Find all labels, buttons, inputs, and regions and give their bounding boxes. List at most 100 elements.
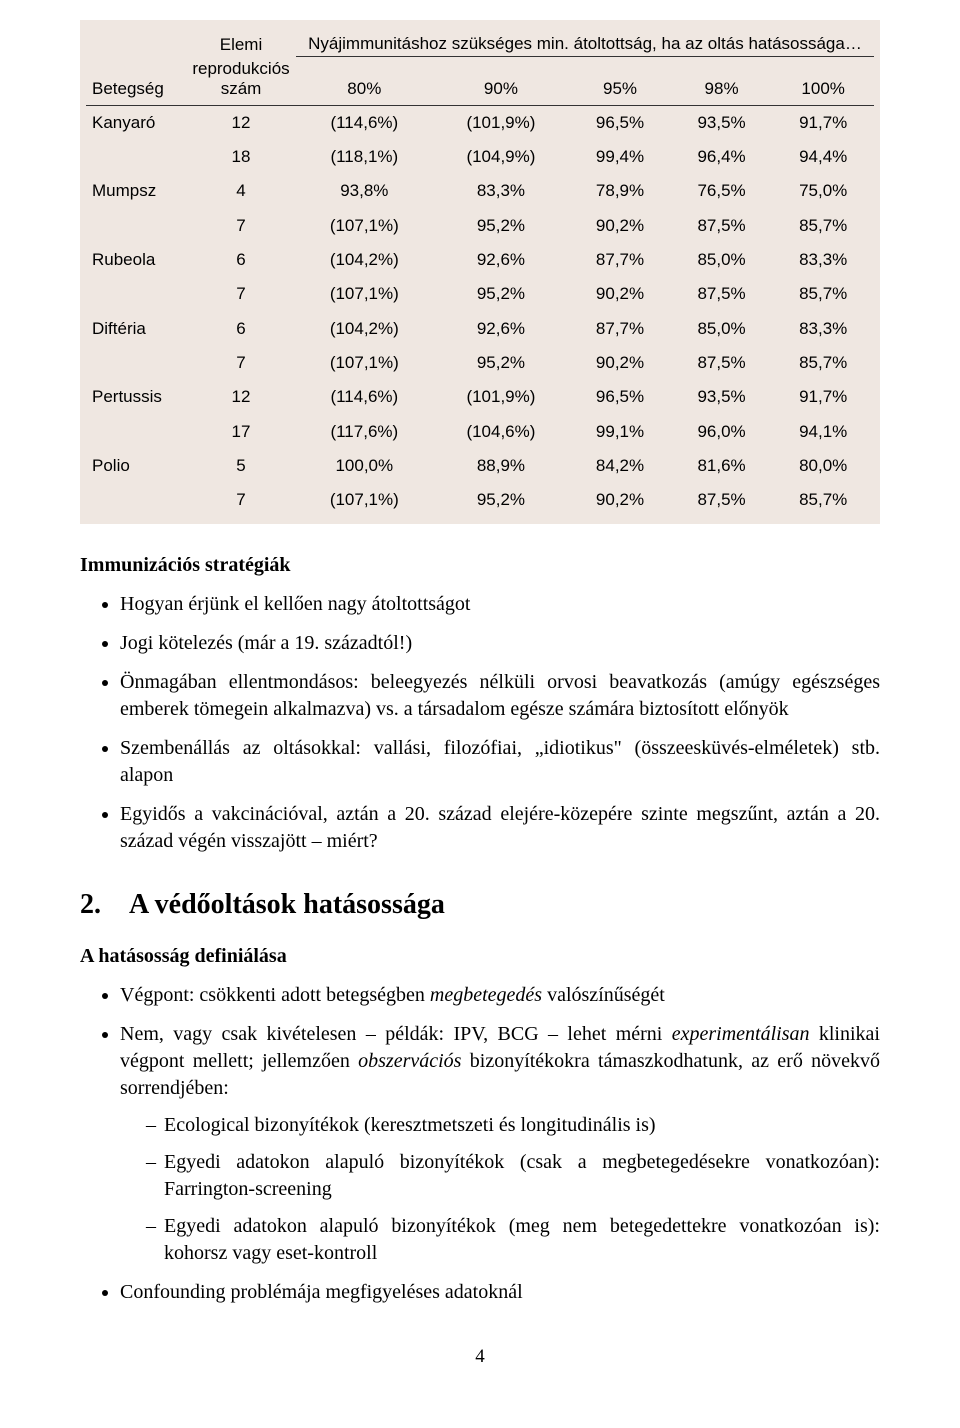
th-spanner: Nyájimmunitáshoz szükséges min. átoltott… [296,30,874,57]
table-cell: 85,7% [772,346,874,380]
th-80: 80% [296,57,433,106]
table-cell: (104,6%) [433,415,570,449]
table-cell: 12 [186,105,296,140]
sub-list-item: Ecological bizonyítékok (keresztmetszeti… [146,1112,880,1139]
table-cell: 95,2% [433,483,570,517]
table-cell: Polio [86,449,186,483]
text: Nem, vagy csak kivételesen – példák: IPV… [120,1023,672,1045]
table-cell: 85,7% [772,209,874,243]
table-cell: 99,4% [569,140,671,174]
table-cell: 7 [186,483,296,517]
section-definition: A hatásosság definiálása [80,945,880,968]
table-cell: Rubeola [86,243,186,277]
table-cell: (104,2%) [296,312,433,346]
table-cell: 6 [186,312,296,346]
table-body: Kanyaró12(114,6%)(101,9%)96,5%93,5%91,7%… [86,105,874,518]
table-row: Kanyaró12(114,6%)(101,9%)96,5%93,5%91,7% [86,105,874,140]
list-item: Önmagában ellentmondásos: beleegyezés né… [120,669,880,723]
table-cell: 84,2% [569,449,671,483]
table-cell [86,209,186,243]
table-cell: 96,0% [671,415,773,449]
table-cell [86,140,186,174]
table-row: Polio5100,0%88,9%84,2%81,6%80,0% [86,449,874,483]
table-row: Mumpsz493,8%83,3%78,9%76,5%75,0% [86,174,874,208]
table-row: 7(107,1%)95,2%90,2%87,5%85,7% [86,209,874,243]
table-cell: 7 [186,346,296,380]
table-row: Rubeola6(104,2%)92,6%87,7%85,0%83,3% [86,243,874,277]
em-text: experimentálisan [672,1023,810,1045]
page-content: Elemi Nyájimmunitáshoz szükséges min. át… [0,0,960,1428]
th-repro-l3: szám [221,79,262,98]
herd-immunity-table: Elemi Nyájimmunitáshoz szükséges min. át… [86,30,874,518]
table-cell: 4 [186,174,296,208]
list-definition: Végpont: csökkenti adott betegségben meg… [80,982,880,1306]
table-cell: 17 [186,415,296,449]
table-cell: 95,2% [433,209,570,243]
list-item: Nem, vagy csak kivételesen – példák: IPV… [120,1021,880,1267]
th-95: 95% [569,57,671,106]
table-cell: 96,5% [569,380,671,414]
table-cell: (107,1%) [296,209,433,243]
table-cell: 83,3% [433,174,570,208]
table-cell: 75,0% [772,174,874,208]
table-cell [86,483,186,517]
table-cell: 96,4% [671,140,773,174]
table-cell: (101,9%) [433,105,570,140]
table-cell: 87,7% [569,243,671,277]
table-cell: (118,1%) [296,140,433,174]
table-cell: (117,6%) [296,415,433,449]
table-cell: 90,2% [569,277,671,311]
table-cell: 96,5% [569,105,671,140]
table-cell: (114,6%) [296,380,433,414]
table-cell: 83,3% [772,243,874,277]
text: Végpont: csökkenti adott betegségben [120,984,430,1006]
table-cell: 90,2% [569,346,671,380]
table-cell: 5 [186,449,296,483]
table-cell: 92,6% [433,312,570,346]
table-cell: 87,7% [569,312,671,346]
table-cell: 7 [186,277,296,311]
sub-list-item: Egyedi adatokon alapuló bizonyítékok (cs… [146,1149,880,1203]
table-cell: 78,9% [569,174,671,208]
table-cell: 93,5% [671,380,773,414]
table-cell: 99,1% [569,415,671,449]
table-cell: Pertussis [86,380,186,414]
chapter-effectiveness: 2. A védőoltások hatásossága [80,889,880,921]
table-cell: Diftéria [86,312,186,346]
table-row: 7(107,1%)95,2%90,2%87,5%85,7% [86,277,874,311]
th-repro-top: Elemi [186,30,296,57]
herd-immunity-table-wrap: Elemi Nyájimmunitáshoz szükséges min. át… [80,20,880,524]
table-cell: 87,5% [671,483,773,517]
list-item: Egyidős a vakcinációval, aztán a 20. szá… [120,801,880,855]
table-row: 7(107,1%)95,2%90,2%87,5%85,7% [86,483,874,517]
table-cell: (107,1%) [296,483,433,517]
table-cell [86,277,186,311]
table-cell [86,346,186,380]
table-cell: 100,0% [296,449,433,483]
table-cell: 90,2% [569,209,671,243]
table-cell [86,415,186,449]
list-item: Végpont: csökkenti adott betegségben meg… [120,982,880,1009]
table-cell: 6 [186,243,296,277]
list-strategies: Hogyan érjünk el kellően nagy átoltottsá… [80,591,880,855]
table-cell: 88,9% [433,449,570,483]
table-cell: 76,5% [671,174,773,208]
table-row: Diftéria6(104,2%)92,6%87,7%85,0%83,3% [86,312,874,346]
table-cell: 91,7% [772,380,874,414]
table-row: 17(117,6%)(104,6%)99,1%96,0%94,1% [86,415,874,449]
th-repro-bottom: reprodukciós szám [186,57,296,106]
sub-list-item: Egyedi adatokon alapuló bizonyítékok (me… [146,1213,880,1267]
table-cell: 87,5% [671,346,773,380]
th-90: 90% [433,57,570,106]
table-row: Pertussis12(114,6%)(101,9%)96,5%93,5%91,… [86,380,874,414]
table-cell: 87,5% [671,209,773,243]
table-cell: 94,1% [772,415,874,449]
th-blank [86,30,186,57]
th-100: 100% [772,57,874,106]
table-cell: 95,2% [433,277,570,311]
table-cell: 85,7% [772,483,874,517]
table-cell: (104,2%) [296,243,433,277]
table-cell: 12 [186,380,296,414]
list-item: Hogyan érjünk el kellően nagy átoltottsá… [120,591,880,618]
table-cell: 80,0% [772,449,874,483]
